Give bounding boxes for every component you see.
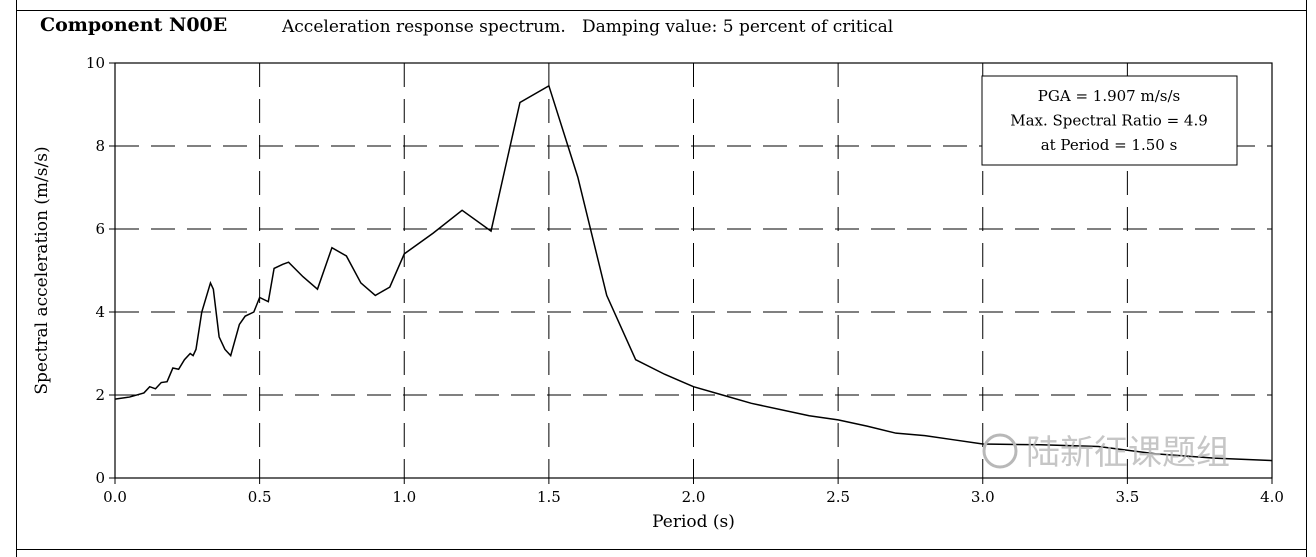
annotation-text: Max. Spectral Ratio = 4.9: [1010, 112, 1208, 130]
frame-line: [16, 0, 17, 557]
frame-line: [16, 10, 1306, 11]
y-tick-label: 8: [95, 137, 105, 155]
frame-line: [1306, 0, 1307, 557]
plot-border: [114, 62, 1273, 479]
x-axis-label: Period (s): [652, 512, 735, 532]
annotation-box: [981, 75, 1238, 166]
x-tick-label: 2.0: [682, 488, 706, 506]
x-tick-label: 1.5: [537, 488, 561, 506]
x-tick-label: 0.0: [103, 488, 127, 506]
y-tick-label: 6: [95, 220, 105, 238]
x-tick-label: 0.5: [248, 488, 272, 506]
x-tick-label: 3.0: [971, 488, 995, 506]
annotation-text: at Period = 1.50 s: [1041, 136, 1178, 154]
y-axis-label: Spectral acceleration (m/s/s): [32, 146, 52, 394]
x-tick-label: 1.0: [392, 488, 416, 506]
y-tick-label: 0: [95, 469, 105, 487]
watermark-text: 陆新征课题组: [1026, 433, 1230, 473]
watermark-logo-icon: [982, 433, 1018, 469]
x-tick-label: 2.5: [826, 488, 850, 506]
component-label: Component N00E: [40, 14, 228, 36]
y-tick-label: 4: [95, 303, 105, 321]
frame-line: [16, 549, 1306, 550]
chart-description: Acceleration response spectrum. Damping …: [282, 17, 894, 37]
annotation-text: PGA = 1.907 m/s/s: [1038, 87, 1180, 105]
series-line: [114, 84, 1273, 462]
x-tick-label: 4.0: [1260, 488, 1284, 506]
y-tick-label: 2: [95, 386, 105, 404]
x-tick-label: 3.5: [1115, 488, 1139, 506]
y-tick-label: 10: [86, 54, 105, 72]
